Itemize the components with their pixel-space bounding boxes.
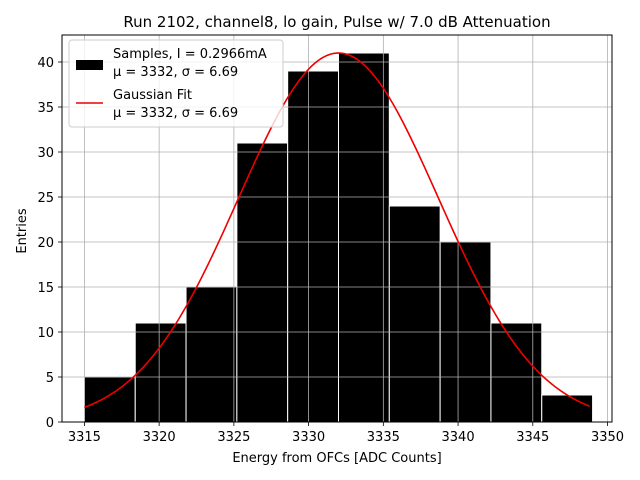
legend-samples-label: Samples, I = 0.2966mA [113,47,267,62]
y-tick-label-7: 35 [37,101,54,116]
histogram-bar-3 [236,142,289,423]
y-tick-label-4: 20 [37,236,54,251]
y-tick-label-5: 25 [37,191,54,206]
histogram-bar-0 [83,376,136,423]
legend: Samples, I = 0.2966mA μ = 3332, σ = 6.69… [68,39,284,128]
histogram-bar-2 [185,286,238,423]
grid-layer [62,35,612,423]
x-axis-ticks: 3315 3320 3325 3330 3335 3340 3345 3350 [68,422,624,445]
chart-title: Run 2102, channel8, lo gain, Pulse w/ 7.… [123,13,550,31]
y-tick-label-0: 0 [46,416,54,431]
legend-fit-stats: μ = 3332, σ = 6.69 [113,106,238,121]
y-tick-label-3: 15 [37,281,54,296]
x-tick-label-3: 3330 [292,430,325,445]
legend-fit-label: Gaussian Fit [113,88,192,103]
y-tick-label-8: 40 [37,56,54,71]
bars-layer [83,52,594,423]
y-tick-label-1: 5 [46,371,54,386]
legend-swatch-samples [76,60,103,70]
legend-box [68,39,284,128]
histogram-bar-5 [337,52,390,423]
legend-samples-stats: μ = 3332, σ = 6.69 [113,65,238,80]
y-axis-ticks: 0 5 10 15 20 25 30 35 40 [37,56,62,431]
y-tick-label-2: 10 [37,326,54,341]
x-tick-label-1: 3320 [143,430,176,445]
histogram-bar-9 [541,394,594,423]
x-tick-label-2: 3325 [217,430,250,445]
histogram-bar-6 [388,205,441,423]
x-tick-label-7: 3350 [591,430,624,445]
histogram-bar-1 [134,322,187,423]
x-tick-label-6: 3345 [516,430,549,445]
x-tick-label-0: 3315 [68,430,101,445]
y-axis-label: Entries [15,208,30,254]
histogram-bar-8 [490,322,543,423]
y-tick-label-6: 30 [37,146,54,161]
gaussian-fit-line [84,52,590,409]
histogram-bar-4 [287,70,339,423]
x-tick-label-5: 3340 [442,430,475,445]
x-tick-label-4: 3335 [367,430,400,445]
fit-layer [84,52,590,409]
plot-frame [61,34,613,423]
x-axis-label: Energy from OFCs [ADC Counts] [232,451,441,466]
